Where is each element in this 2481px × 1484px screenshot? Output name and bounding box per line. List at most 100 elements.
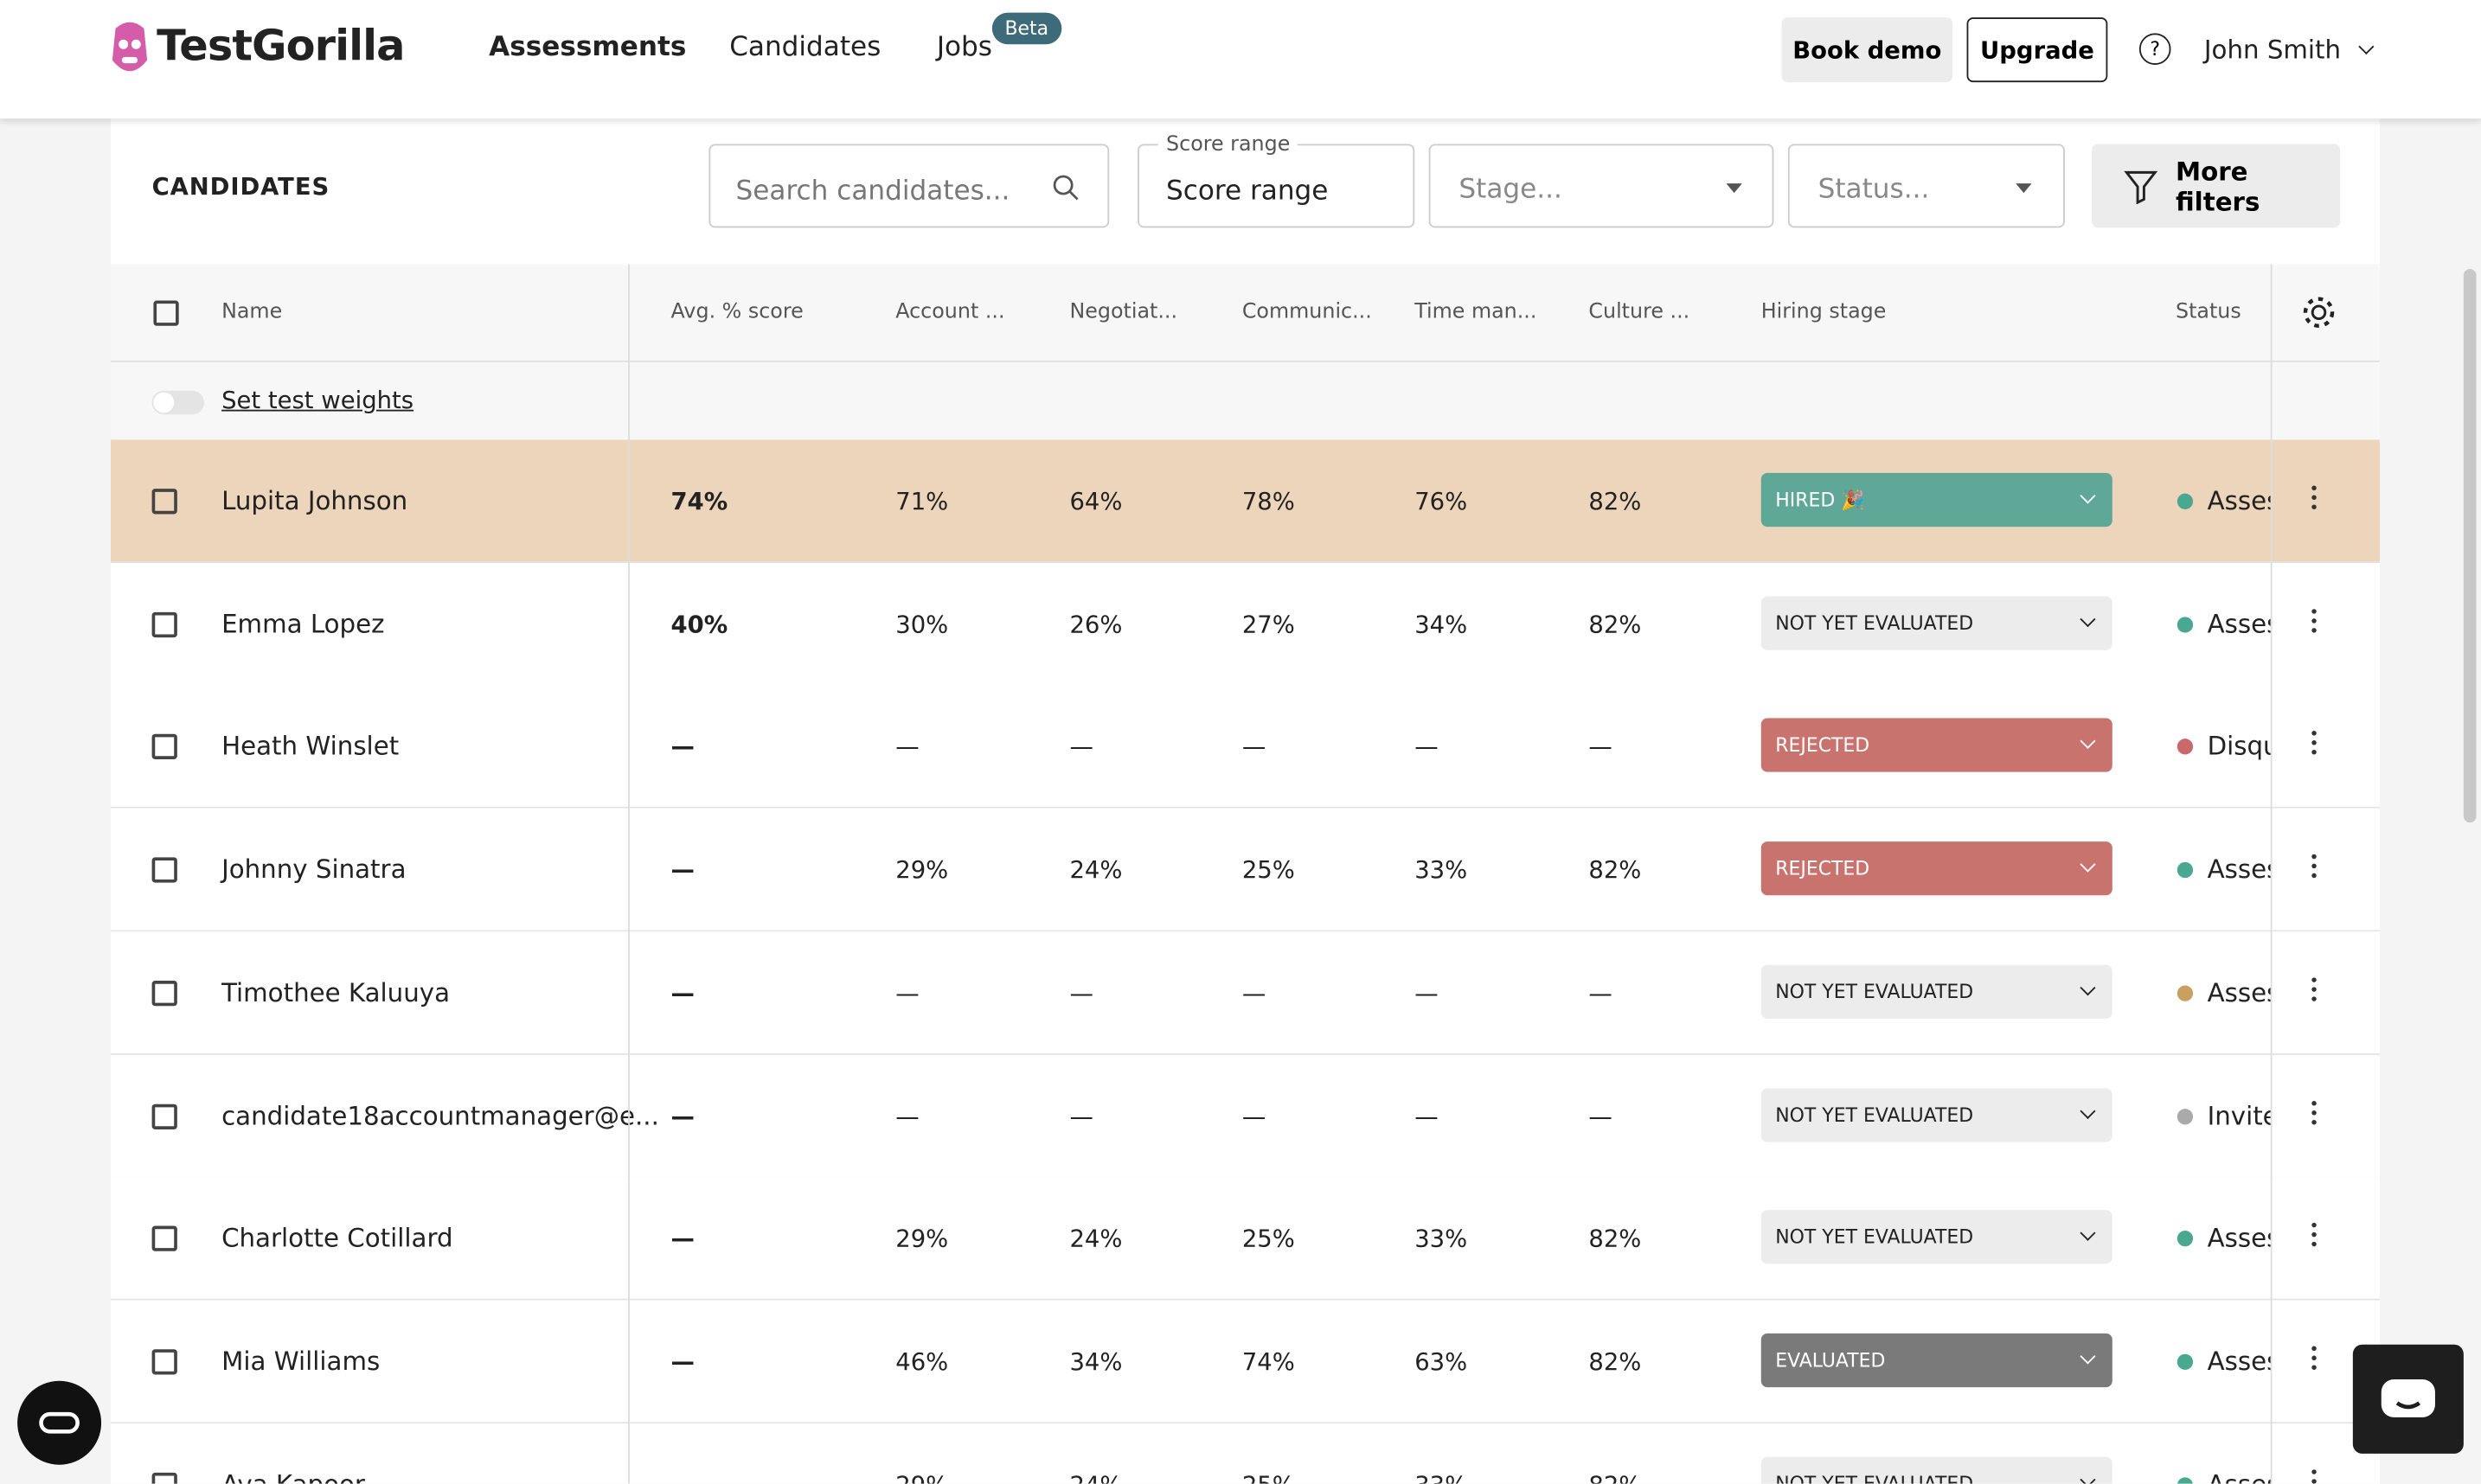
nav-link[interactable]: Assessments	[489, 31, 687, 64]
candidate-name[interactable]: candidate18accountmanager@e...	[221, 1100, 659, 1130]
test-score: 24%	[1069, 1470, 1122, 1483]
help-icon[interactable]: ?	[2138, 33, 2171, 65]
candidate-name[interactable]: Lupita Johnson	[221, 485, 408, 516]
column-header[interactable]: Account ...	[895, 300, 1005, 324]
row-menu[interactable]	[2311, 608, 2318, 637]
accessibility-button[interactable]	[17, 1380, 102, 1465]
select-chevron	[2080, 979, 2096, 995]
row-checkbox[interactable]	[151, 734, 177, 760]
row-checkbox[interactable]	[151, 857, 177, 883]
score-range-input[interactable]: Score range Score range	[1138, 132, 1415, 228]
test-score: 82%	[1588, 855, 1642, 885]
logo-text[interactable]: TestGorilla	[157, 22, 405, 72]
column-header[interactable]: Communic...	[1241, 300, 1372, 324]
hiring-stage-select[interactable]: NOT YET EVALUATED	[1760, 1087, 2112, 1142]
hiring-stage-label: EVALUATED	[1775, 1349, 1886, 1372]
status-placeholder: Status...	[1817, 174, 1930, 206]
test-score: 82%	[1588, 1225, 1642, 1253]
user-caret[interactable]	[2358, 38, 2375, 55]
avg-score: 40%	[670, 610, 728, 639]
row-menu[interactable]	[2311, 731, 2318, 760]
candidate-name[interactable]: Timothee Kaluuya	[221, 976, 451, 1007]
nav-link[interactable]: Jobs	[936, 31, 992, 64]
select-all-checkbox[interactable]	[153, 300, 179, 326]
hiring-stage-select[interactable]: NOT YET EVALUATED	[1760, 1455, 2112, 1484]
row-checkbox[interactable]	[151, 1225, 177, 1252]
status-label: Asses	[2208, 1468, 2271, 1483]
test-score: 30%	[895, 610, 949, 639]
candidate-row: Timothee Kaluuya — — — — — — NOT YET EVALUATED A…	[111, 931, 2380, 1055]
avg-score: 74%	[670, 487, 728, 516]
scrollbar[interactable]	[2463, 268, 2477, 823]
row-menu[interactable]	[2311, 1223, 2318, 1251]
select-chevron	[2080, 1348, 2096, 1365]
candidate-name[interactable]: Emma Lopez	[221, 608, 385, 639]
column-header[interactable]: Negotiat...	[1069, 300, 1178, 324]
test-score: 82%	[1588, 487, 1642, 516]
chat-button[interactable]	[2352, 1344, 2464, 1454]
candidate-name[interactable]: Heath Winslet	[221, 731, 400, 762]
upgrade-button[interactable]: Upgrade	[1966, 17, 2108, 83]
test-score: 82%	[1588, 1470, 1641, 1483]
column-header[interactable]: Status	[2175, 300, 2241, 324]
row-menu[interactable]	[2311, 1346, 2318, 1374]
status-label: Asses	[2207, 608, 2271, 639]
hiring-stage-select[interactable]: NOT YET EVALUATED	[1760, 964, 2112, 1019]
column-header[interactable]: Hiring stage	[1760, 300, 1887, 324]
select-chevron	[2080, 1471, 2096, 1484]
row-checkbox[interactable]	[151, 1349, 177, 1375]
user-name[interactable]: John Smith	[2203, 35, 2342, 65]
set-weights-link[interactable]: Set test weights	[221, 386, 414, 415]
candidate-name[interactable]: Ava Kapoor	[221, 1468, 365, 1483]
avg-score: —	[670, 732, 695, 762]
test-score: —	[1069, 732, 1093, 762]
status-dot	[2176, 1353, 2194, 1370]
row-menu[interactable]	[2311, 976, 2318, 1006]
nav-link[interactable]: Candidates	[729, 31, 881, 64]
hiring-stage-select[interactable]: NOT YET EVALUATED	[1760, 1210, 2112, 1264]
stage-select[interactable]: Stage...	[1428, 144, 1774, 228]
more-filters-button[interactable]: More filters	[2092, 144, 2341, 228]
column-header[interactable]: Time man...	[1414, 300, 1537, 324]
hiring-stage-select[interactable]: EVALUATED	[1760, 1333, 2112, 1387]
status-select[interactable]: Status...	[1787, 144, 2065, 228]
row-checkbox[interactable]	[151, 1103, 177, 1129]
test-score: 34%	[1069, 1347, 1123, 1377]
row-menu[interactable]	[2311, 1100, 2318, 1129]
status-label: Invite	[2207, 1100, 2271, 1130]
logo-icon	[112, 22, 148, 72]
weights-toggle[interactable]	[151, 390, 204, 415]
row-menu[interactable]	[2311, 485, 2318, 515]
test-score: 34%	[1414, 610, 1468, 639]
row-checkbox[interactable]	[151, 980, 177, 1006]
column-header[interactable]: Name	[221, 300, 283, 324]
test-score: 76%	[1414, 487, 1468, 516]
search-input[interactable]: Search candidates...	[708, 144, 1110, 228]
hiring-stage-select[interactable]: REJECTED	[1760, 719, 2112, 773]
column-header[interactable]: Avg. % score	[670, 300, 804, 324]
test-score: —	[895, 978, 920, 1007]
row-menu[interactable]	[2311, 1468, 2318, 1483]
candidate-name[interactable]: Johnny Sinatra	[221, 854, 407, 885]
test-score: —	[1588, 732, 1612, 762]
hiring-stage-select[interactable]: HIRED 🎉	[1760, 472, 2112, 528]
candidate-name[interactable]: Mia Williams	[221, 1346, 381, 1377]
row-checkbox[interactable]	[151, 611, 177, 637]
row-menu[interactable]	[2311, 854, 2318, 883]
row-checkbox[interactable]	[151, 489, 177, 515]
more-filters-label: More filters	[2175, 156, 2260, 216]
weights-row	[111, 361, 2380, 440]
row-checkbox[interactable]	[151, 1472, 177, 1484]
search-placeholder: Search candidates...	[735, 176, 1010, 208]
settings-icon[interactable]	[2300, 294, 2337, 330]
avg-score: —	[670, 855, 695, 885]
hiring-stage-select[interactable]: REJECTED	[1760, 841, 2112, 896]
column-header[interactable]: Culture ...	[1588, 300, 1690, 324]
candidate-row: Ava Kapoor — 29% 24% 25% 33% 82% NOT YET EVALUA…	[111, 1423, 2380, 1484]
candidate-name[interactable]: Charlotte Cotillard	[221, 1223, 453, 1253]
search-icon	[1053, 175, 1079, 201]
book-demo-button[interactable]: Book demo	[1781, 17, 1953, 83]
hiring-stage-select[interactable]: NOT YET EVALUATED	[1760, 595, 2112, 650]
beta-badge: Beta	[991, 12, 1061, 45]
